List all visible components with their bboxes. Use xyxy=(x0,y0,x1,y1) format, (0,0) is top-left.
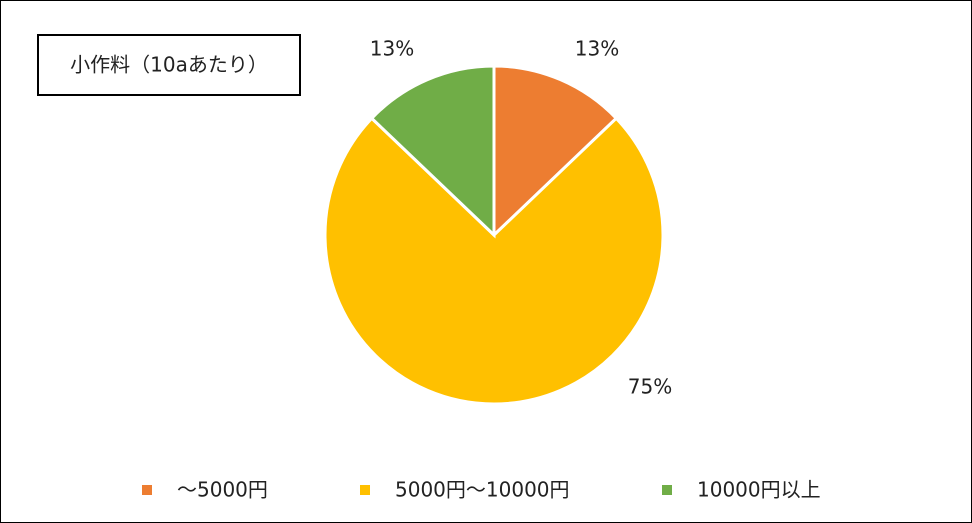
pie-slice xyxy=(492,64,619,239)
data-label: 13% xyxy=(370,37,414,61)
legend-marker xyxy=(662,485,672,495)
chart-title: 小作料（10aあたり） xyxy=(70,53,268,77)
legend-label: 5000円～10000円 xyxy=(395,478,570,502)
legend-marker xyxy=(142,485,152,495)
title-box xyxy=(37,34,301,96)
pie-slice xyxy=(369,64,496,239)
data-label: 75% xyxy=(628,375,672,399)
pie-slice xyxy=(323,116,665,406)
legend-marker xyxy=(360,485,370,495)
legend-label: ～5000円 xyxy=(177,478,268,502)
data-label: 13% xyxy=(575,37,619,61)
legend-label: 10000円以上 xyxy=(697,478,821,502)
